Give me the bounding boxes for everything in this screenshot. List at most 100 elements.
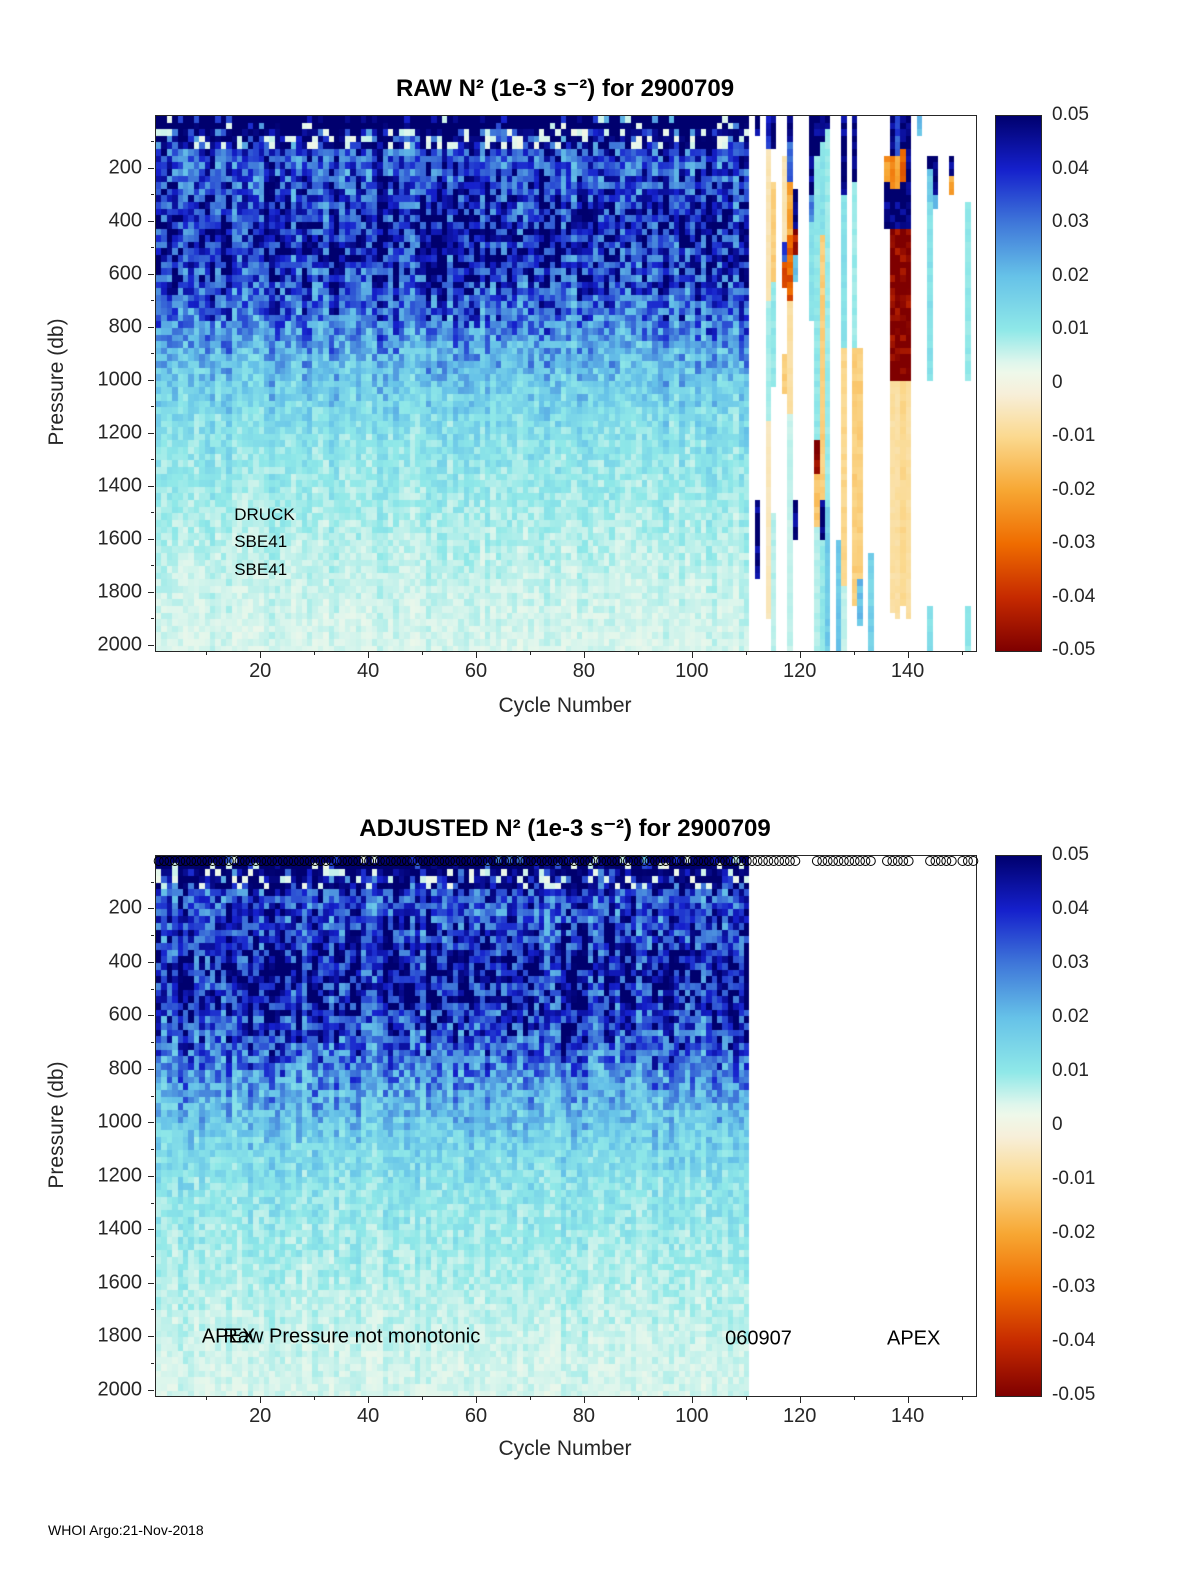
y-minor-tick [151, 1202, 154, 1204]
x-minor-tick [314, 1397, 316, 1400]
y-minor-tick [151, 935, 154, 937]
colorbar-tick-label: -0.02 [1052, 478, 1096, 500]
x-tick-mark [475, 1397, 477, 1403]
x-tick-label: 140 [890, 660, 925, 682]
colorbar-gradient-adjusted [996, 856, 1041, 1396]
x-tick-mark [260, 1397, 262, 1403]
y-tick-label: 1800 [97, 1324, 143, 1347]
y-minor-tick [151, 1255, 154, 1257]
x-tick-mark [260, 652, 262, 658]
x-axis-label-adjusted: Cycle Number [498, 1437, 632, 1460]
x-tick-mark [583, 652, 585, 658]
x-minor-tick [637, 1397, 639, 1400]
y-tick-label: 1400 [97, 474, 143, 497]
y-tick-mark [148, 644, 154, 646]
x-minor-tick [529, 1397, 531, 1400]
colorbar-tick-label: -0.03 [1052, 532, 1096, 553]
chart-title-raw: RAW N² (1e-3 s⁻²) for 2900709 [395, 75, 735, 102]
x-tick-label: 40 [356, 1405, 380, 1427]
y-tick-label: 200 [108, 896, 142, 919]
x-tick-mark [583, 1397, 585, 1403]
x-tick-mark [691, 652, 693, 658]
x-tick-label: 100 [675, 1405, 709, 1427]
y-minor-tick [151, 988, 154, 990]
colorbar-tick-label: 0.04 [1052, 157, 1089, 179]
y-minor-tick [151, 881, 154, 883]
y-minor-tick [151, 512, 154, 514]
x-tick-mark [691, 1397, 693, 1403]
x-tick-label: 20 [249, 1405, 272, 1427]
y-tick-mark [148, 432, 154, 434]
y-axis-label-adjusted: Pressure (db) [45, 1061, 68, 1189]
y-axis-label-raw: Pressure (db) [45, 318, 68, 446]
x-minor-tick [745, 1397, 747, 1400]
y-tick-mark [148, 1122, 154, 1124]
x-minor-tick [422, 652, 424, 655]
annotation-apex: APEX [201, 1325, 256, 1348]
y-tick-label: 1600 [97, 527, 143, 550]
colorbar-tick-label: -0.01 [1052, 425, 1096, 446]
y-tick-label: 400 [108, 209, 142, 232]
x-minor-tick [206, 652, 208, 655]
y-minor-tick [151, 565, 154, 567]
heatmap-canvas-raw [156, 116, 976, 651]
y-minor-tick [151, 1309, 154, 1311]
y-minor-tick [151, 141, 154, 143]
x-tick-label: 40 [356, 660, 380, 682]
x-tick-mark [907, 1397, 909, 1403]
y-tick-label: 600 [108, 262, 142, 285]
x-tick-mark [907, 652, 909, 658]
y-tick-mark [148, 1389, 154, 1391]
y-minor-tick [151, 618, 154, 620]
colorbar-tick-label: 0.04 [1052, 898, 1089, 919]
x-tick-label: 60 [464, 1405, 488, 1427]
y-tick-label: 2000 [97, 633, 143, 656]
y-minor-tick [151, 1095, 154, 1097]
heatmap-plot-raw: DRUCK SBE41 SBE41 [155, 115, 977, 652]
annotation-druck: DRUCK [234, 504, 295, 524]
colorbar-tick-label: -0.01 [1052, 1168, 1096, 1189]
y-tick-mark [148, 1068, 154, 1070]
colorbar-raw [995, 115, 1042, 652]
y-tick-label: 400 [108, 950, 142, 973]
y-minor-tick [151, 247, 154, 249]
y-minor-tick [151, 1149, 154, 1151]
x-tick-mark [799, 1397, 801, 1403]
x-tick-label: 140 [890, 1405, 925, 1427]
colorbar-tick-label: -0.04 [1052, 585, 1096, 607]
colorbar-tick-label: 0.01 [1052, 318, 1089, 339]
y-tick-label: 1200 [97, 421, 143, 444]
y-minor-tick [151, 194, 154, 196]
annotation-raw-pressure-not-monotonic: Raw Pressure not monotonic [223, 1325, 481, 1348]
y-tick-mark [148, 1175, 154, 1177]
y-tick-mark [148, 167, 154, 169]
y-tick-label: 800 [108, 1057, 142, 1080]
chart-title-adjusted: ADJUSTED N² (1e-3 s⁻²) for 2900709 [359, 815, 771, 842]
colorbar-tick-label: -0.05 [1052, 1384, 1096, 1405]
y-minor-tick [151, 353, 154, 355]
x-minor-tick [206, 1397, 208, 1400]
y-tick-label: 1000 [97, 368, 143, 391]
x-tick-mark [368, 652, 370, 658]
colorbar-adjusted [995, 855, 1042, 1397]
footer-credit: WHOI Argo:21-Nov-2018 [48, 1522, 204, 1538]
y-tick-label: 1000 [97, 1110, 143, 1133]
y-tick-mark [148, 538, 154, 540]
x-axis-label-raw: Cycle Number [498, 694, 632, 717]
x-minor-tick [961, 652, 963, 655]
annotation-060907: 060907 [725, 1327, 792, 1350]
colorbar-tick-label: 0.05 [1052, 104, 1089, 125]
y-tick-label: 1400 [97, 1217, 143, 1240]
x-tick-label: 80 [572, 660, 595, 682]
y-tick-label: 1200 [97, 1164, 143, 1187]
y-tick-mark [148, 273, 154, 275]
x-minor-tick [745, 652, 747, 655]
y-tick-mark [148, 326, 154, 328]
colorbar-tick-label: 0.05 [1052, 844, 1089, 865]
x-tick-mark [475, 652, 477, 658]
heatmap-plot-adjusted: APEX Raw Pressure not monotonic 060907 APEX [153, 855, 979, 1397]
y-minor-tick [151, 459, 154, 461]
y-tick-mark [148, 1229, 154, 1231]
x-minor-tick [529, 652, 531, 655]
x-tick-label: 80 [572, 1405, 595, 1427]
